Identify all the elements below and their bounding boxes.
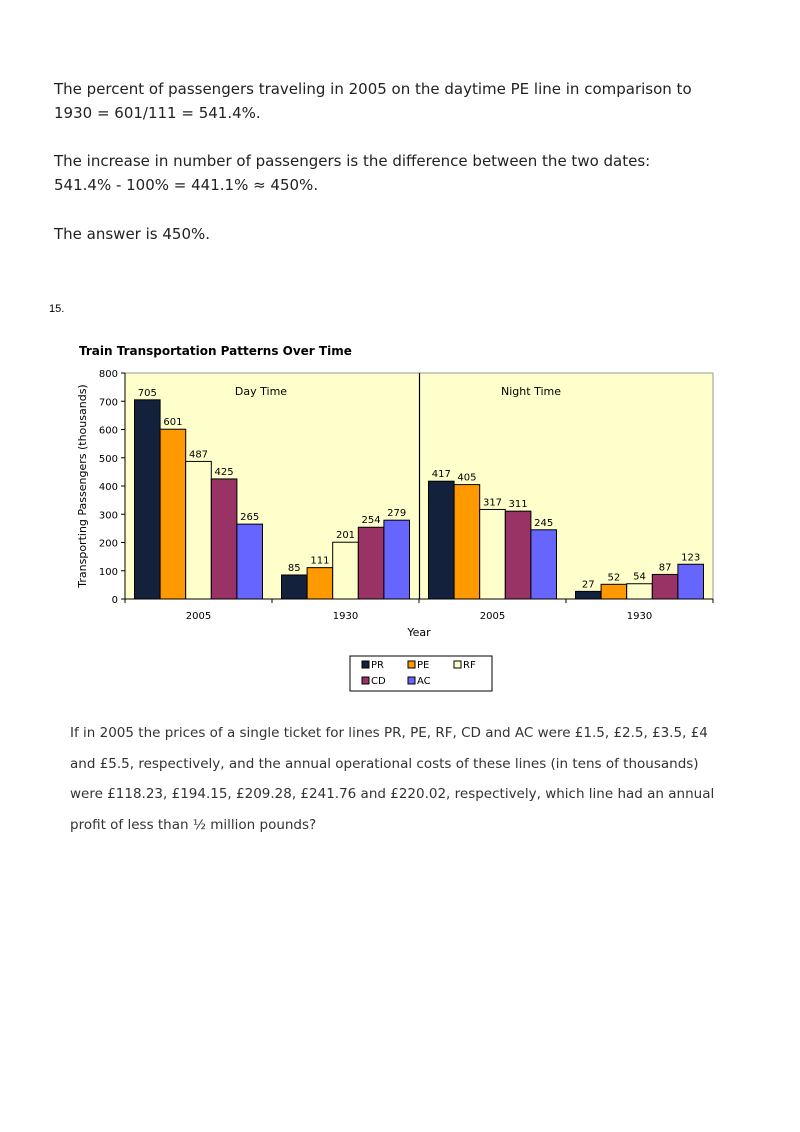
data-label: 111: [310, 556, 329, 567]
data-label: 245: [534, 518, 553, 529]
legend-label-pr: PR: [371, 660, 384, 671]
data-label: 201: [336, 530, 355, 541]
y-tick-label: 200: [99, 539, 118, 550]
solution-line-4: 541.4% - 100% = 441.1% ≈ 450%.: [54, 176, 319, 194]
y-tick-label: 700: [99, 397, 118, 408]
data-label: 54: [633, 572, 646, 583]
data-label: 27: [582, 579, 595, 590]
panel-label-night: Night Time: [501, 385, 561, 398]
data-label: 705: [138, 388, 157, 399]
bar-cd: [651, 573, 679, 600]
legend-label-ac: AC: [417, 676, 431, 687]
solution-line-1: The percent of passengers traveling in 2…: [54, 80, 692, 98]
bar-rf: [479, 508, 506, 600]
bar-ac: [530, 529, 558, 600]
legend-swatch-rf: [453, 660, 462, 669]
y-tick-label: 600: [99, 426, 118, 437]
bar-pe: [600, 583, 628, 600]
bar-rf: [332, 541, 359, 600]
chart-title: Train Transportation Patterns Over Time: [79, 344, 352, 358]
y-tick-label: 800: [99, 369, 118, 380]
data-label: 487: [189, 449, 208, 460]
legend-box: [349, 655, 493, 692]
data-label: 265: [240, 512, 259, 523]
solution-line-5: The answer is 450%.: [54, 225, 211, 243]
bar-pr: [281, 574, 308, 600]
x-tick-label: 2005: [186, 611, 211, 622]
data-label: 311: [509, 499, 528, 510]
data-label: 317: [483, 497, 502, 508]
data-label: 279: [387, 508, 406, 519]
y-tick-label: 100: [99, 567, 118, 578]
legend-swatch-cd: [361, 676, 370, 685]
y-tick-label: 500: [99, 454, 118, 465]
data-label: 87: [659, 562, 672, 573]
data-label: 85: [288, 563, 301, 574]
data-label: 417: [432, 469, 451, 480]
bar-pr: [575, 590, 602, 600]
bar-ac: [677, 563, 705, 600]
bar-cd: [357, 526, 385, 600]
legend-label-pe: PE: [417, 660, 429, 671]
bar-ac: [236, 523, 263, 600]
y-axis-label: Transporting Passengers (thousands): [76, 384, 89, 588]
bar-rf: [626, 583, 653, 600]
data-label: 123: [681, 552, 700, 563]
legend-label-cd: CD: [371, 676, 386, 687]
bar-pr: [134, 399, 161, 600]
bar-cd: [210, 478, 238, 600]
bar-cd: [504, 510, 532, 600]
bar-pe: [453, 484, 481, 600]
data-label: 405: [457, 473, 476, 484]
x-tick-label: 2005: [480, 611, 505, 622]
y-tick-label: 0: [112, 595, 118, 606]
x-axis-label: Year: [406, 626, 431, 639]
legend-swatch-ac: [407, 676, 416, 685]
data-label: 601: [163, 417, 182, 428]
legend-swatch-pe: [407, 660, 416, 669]
data-label: 425: [215, 467, 234, 478]
bar-pe: [159, 428, 187, 600]
data-label: 52: [608, 572, 621, 583]
y-tick-label: 300: [99, 510, 118, 521]
bar-rf: [185, 460, 212, 600]
question-number: 15.: [49, 303, 65, 315]
x-tick-label: 1930: [333, 611, 358, 622]
solution-line-3: The increase in number of passengers is …: [54, 152, 651, 170]
legend-label-rf: RF: [463, 660, 476, 671]
data-label: 254: [362, 515, 381, 526]
solution-line-2: 1930 = 601/111 = 541.4%.: [54, 104, 261, 122]
y-tick-label: 400: [99, 482, 118, 493]
question-text: If in 2005 the prices of a single ticket…: [70, 725, 715, 833]
panel-label-day: Day Time: [235, 385, 287, 398]
bar-ac: [383, 519, 410, 600]
x-tick-label: 1930: [627, 611, 652, 622]
legend-swatch-pr: [361, 660, 370, 669]
bar-pr: [428, 480, 455, 600]
bar-pe: [306, 567, 334, 600]
